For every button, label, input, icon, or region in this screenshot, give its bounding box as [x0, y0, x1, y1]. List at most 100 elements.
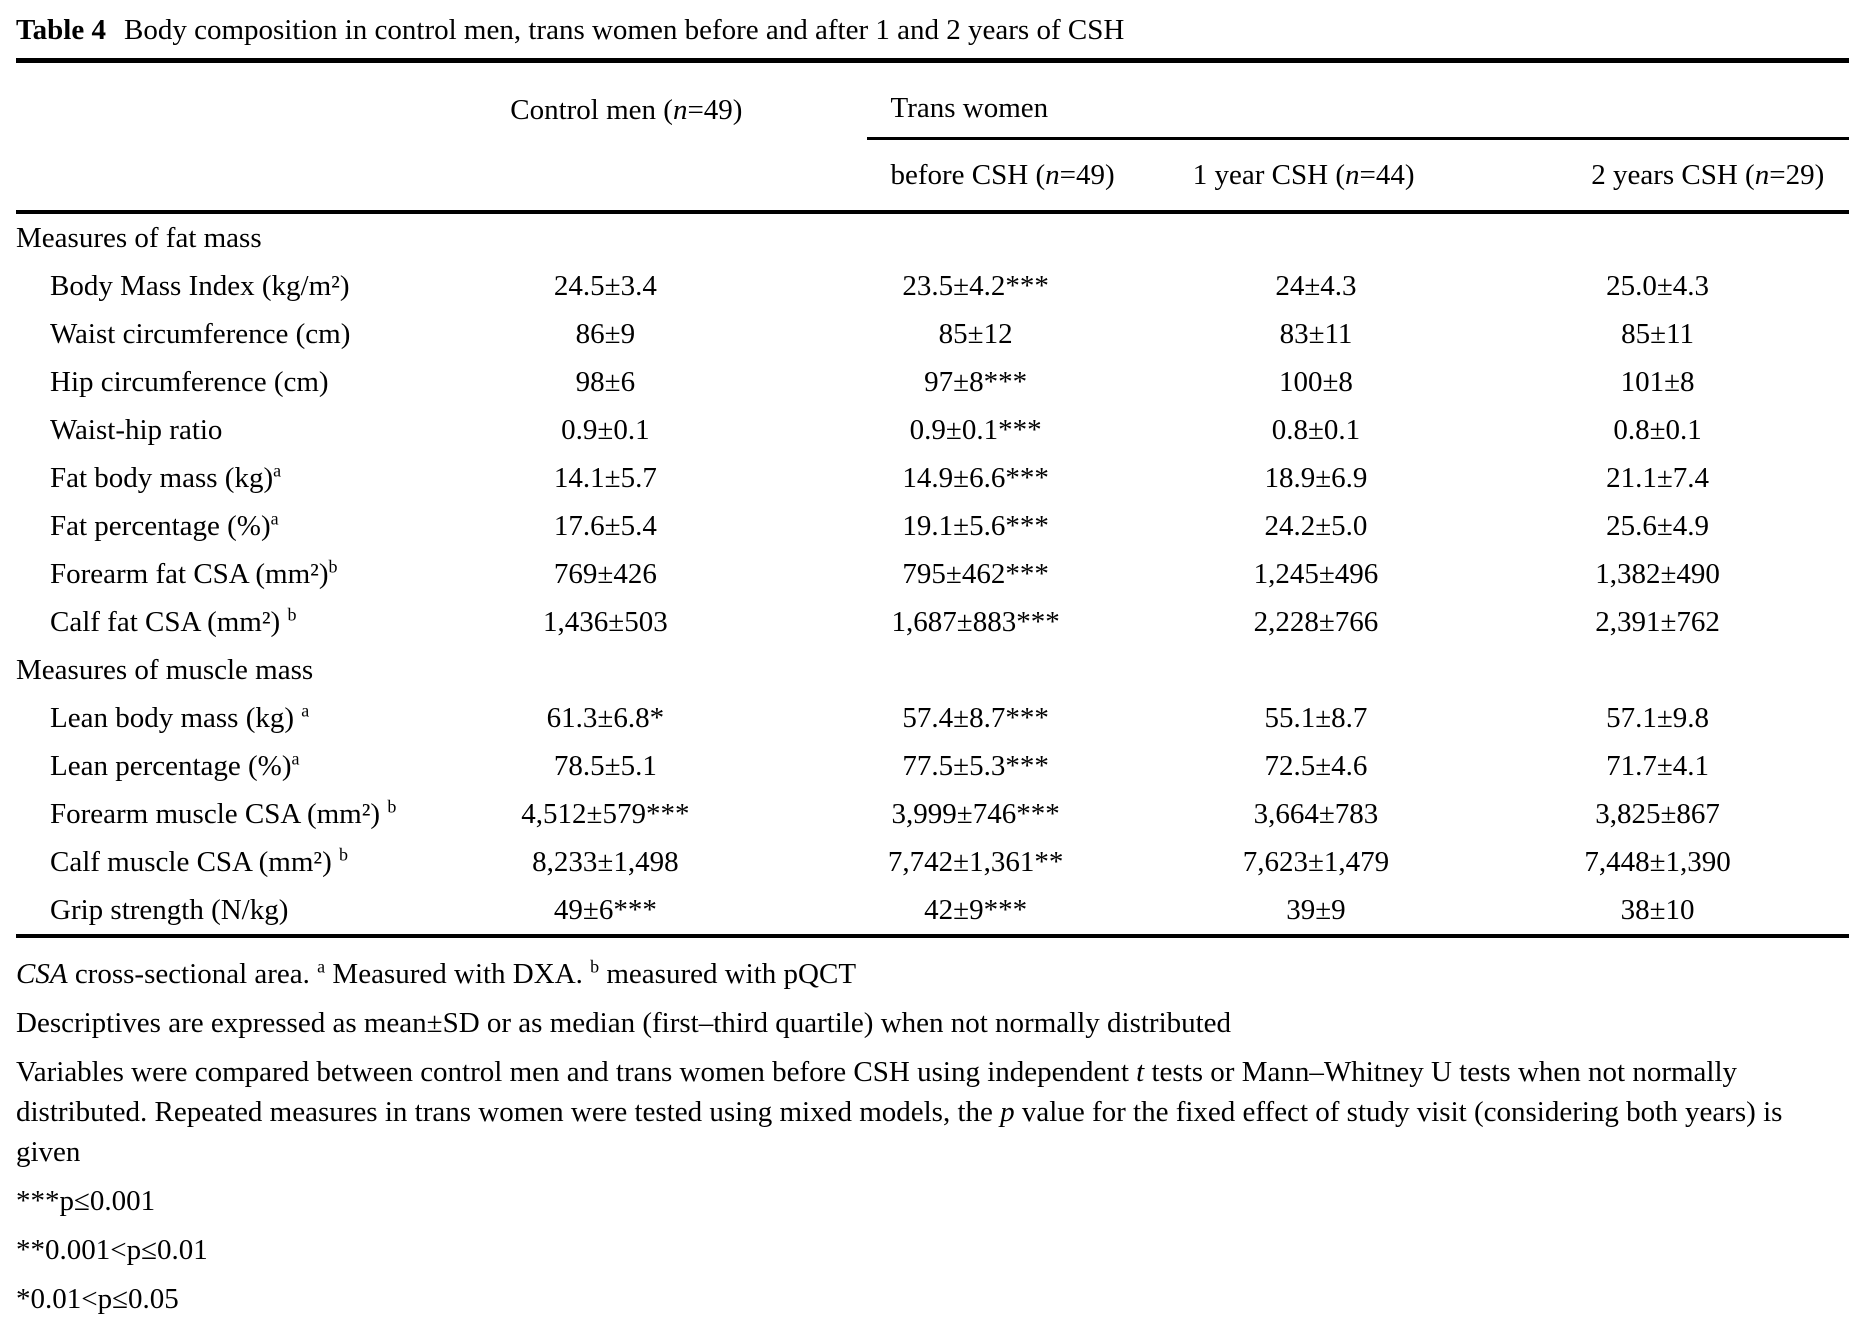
value-cell: 2,391±762 [1595, 605, 1720, 638]
section-row: Measures of fat mass [16, 212, 1849, 262]
table-row: Fat percentage (%)a 17.6±5.4 19.1±5.6*** 24… [16, 502, 1849, 550]
value-cell: 17.6±5.4 [553, 509, 657, 542]
footnote-text: *0.01<p≤0.05 [16, 1283, 179, 1316]
empty-cell [1182, 212, 1517, 262]
table-number: Table 4 [16, 14, 106, 46]
row-label: Calf fat CSA (mm²) b [16, 598, 496, 646]
row-label-text: Lean percentage (%) [50, 749, 292, 782]
empty-header-cell [16, 138, 497, 214]
row-label-text: Lean body mass (kg) [50, 701, 302, 734]
value-cell: 18.9±6.9 [1264, 461, 1368, 494]
footnote-line: *0.01<p≤0.05 [16, 1279, 1849, 1319]
footnote-marker: a [270, 507, 279, 528]
value-cell: 42±9*** [866, 886, 1182, 938]
row-label: Waist circumference (cm) [16, 310, 496, 358]
value-cell: 795±462*** [902, 557, 1049, 590]
col-header-control-men: Control men (n=49) [496, 63, 866, 139]
row-label: Lean body mass (kg) a [16, 694, 496, 742]
table-row: Lean body mass (kg) a 61.3±6.8* 57.4±8.7**… [16, 694, 1849, 742]
value-cell: 4,512±579*** [521, 797, 690, 830]
table-header: Control men (n=49) Trans women before CS… [16, 63, 1849, 214]
value-cell: 61.3±6.8* [546, 701, 665, 734]
col-header-text: =44) [1359, 158, 1415, 191]
col-header-text: before CSH ( [890, 158, 1046, 191]
table-row: Hip circumference (cm) 98±6 97±8*** 100±8 10… [16, 358, 1849, 406]
value-cell: 25.6±4.9 [1606, 509, 1710, 542]
value-cell: 8,233±1,498 [532, 845, 679, 878]
row-label: Lean percentage (%)a [16, 742, 496, 790]
row-label-text: Measures of fat mass [16, 221, 262, 254]
value-cell: 57.1±9.8 [1606, 701, 1710, 734]
row-label-text: Calf fat CSA (mm²) [50, 605, 288, 638]
empty-cell [1517, 646, 1849, 694]
footnote-line: Descriptives are expressed as mean±SD or… [16, 1003, 1849, 1043]
table-row: Waist circumference (cm) 86±9 85±12 83±11 85… [16, 310, 1849, 358]
footnote-marker: b [590, 956, 600, 977]
value-cell: 71.7±4.1 [1606, 749, 1710, 782]
value-cell: 78.5±5.1 [553, 749, 657, 782]
row-label-text: Waist circumference (cm) [50, 317, 351, 350]
footnote-text: **0.001<p≤0.01 [16, 1234, 208, 1267]
value-cell: 769±426 [553, 557, 657, 590]
footnote-text: measured with pQCT [599, 958, 857, 990]
row-label: Fat percentage (%)a [16, 502, 496, 550]
table-title: Table 4 Body composition in control men, … [16, 12, 1849, 63]
value-cell: 39±9 [1181, 886, 1518, 938]
footnote-marker: a [273, 459, 282, 480]
value-cell: 7,623±1,479 [1242, 845, 1390, 878]
empty-cell [1517, 212, 1849, 262]
value-cell: 85±12 [938, 317, 1013, 350]
value-cell: 1,245±496 [1253, 557, 1379, 590]
row-label: Hip circumference (cm) [16, 358, 496, 406]
value-cell: 2,228±766 [1253, 605, 1379, 638]
footnote-marker: b [387, 795, 397, 816]
body-composition-table: Control men (n=49) Trans women before CS… [16, 63, 1849, 938]
value-cell: 1,436±503 [543, 605, 668, 638]
footnote-marker: b [328, 555, 338, 576]
footnote-line: CSA cross-sectional area. a Measured wit… [16, 954, 1849, 994]
row-label-text: Grip strength (N/kg) [50, 893, 289, 926]
footnote-line: **0.001<p≤0.01 [16, 1230, 1849, 1270]
value-cell: 98±6 [575, 365, 636, 398]
table-row: Calf fat CSA (mm²) b 1,436±503 1,687±883**… [16, 598, 1849, 646]
italic-n: n [1045, 158, 1060, 191]
italic-n: n [672, 93, 688, 126]
footnote-text: value for the fixed effect of study visi… [16, 1096, 1783, 1169]
table-caption: Body composition in control men, trans w… [124, 14, 1125, 46]
table-row: Forearm fat CSA (mm²)b 769±426 795±462*** 1… [16, 550, 1849, 598]
italic-n: n [1754, 158, 1770, 191]
row-label-text: Forearm muscle CSA (mm²) [50, 797, 388, 830]
footnote-text: t [1136, 1056, 1145, 1089]
empty-cell [1182, 646, 1517, 694]
col-header-text: Control men ( [510, 93, 673, 126]
footnote-text: Measured with DXA. [325, 958, 591, 990]
header-sub-row: before CSH (n=49) 1 year CSH (n=44) 2 ye… [16, 138, 1849, 214]
footnote-text: Descriptives are expressed as mean±SD or… [16, 1007, 1232, 1040]
value-cell: 24±4.3 [1275, 269, 1357, 302]
footnote-line: ***p≤0.001 [16, 1181, 1849, 1221]
footnote-marker: a [291, 747, 300, 768]
value-cell: 21.1±7.4 [1606, 461, 1710, 494]
col-group-header-trans-women: Trans women [866, 63, 1849, 140]
table-row: Forearm muscle CSA (mm²) b 4,512±579*** 3,… [16, 790, 1849, 838]
value-cell: 0.8±0.1 [1271, 413, 1361, 446]
table-row: Waist-hip ratio 0.9±0.1 0.9±0.1*** 0.8±0.1 0… [16, 406, 1849, 454]
col-header-text: =29) [1769, 158, 1825, 191]
section-row: Measures of muscle mass [16, 646, 1849, 694]
table-row: Fat body mass (kg)a 14.1±5.7 14.9±6.6*** 18… [16, 454, 1849, 502]
value-cell: 97±8*** [924, 365, 1028, 398]
value-cell: 1,382±490 [1595, 557, 1720, 590]
value-cell: 101±8 [1620, 365, 1695, 398]
col-header-2-years-csh: 2 years CSH (n=29) [1517, 138, 1849, 214]
value-cell: 77.5±5.3*** [902, 749, 1049, 782]
value-cell: 23.5±4.2*** [902, 269, 1049, 302]
footnote-text: p [1000, 1096, 1015, 1129]
table-row: Body Mass Index (kg/m²) 24.5±3.4 23.5±4.2*… [16, 262, 1849, 310]
value-cell: 14.1±5.7 [553, 461, 657, 494]
value-cell: 100±8 [1279, 365, 1353, 398]
value-cell: 57.4±8.7*** [902, 701, 1049, 734]
section-header: Measures of muscle mass [16, 646, 496, 694]
value-cell: 0.9±0.1 [561, 413, 650, 446]
empty-cell [496, 646, 866, 694]
row-label: Fat body mass (kg)a [16, 454, 496, 502]
